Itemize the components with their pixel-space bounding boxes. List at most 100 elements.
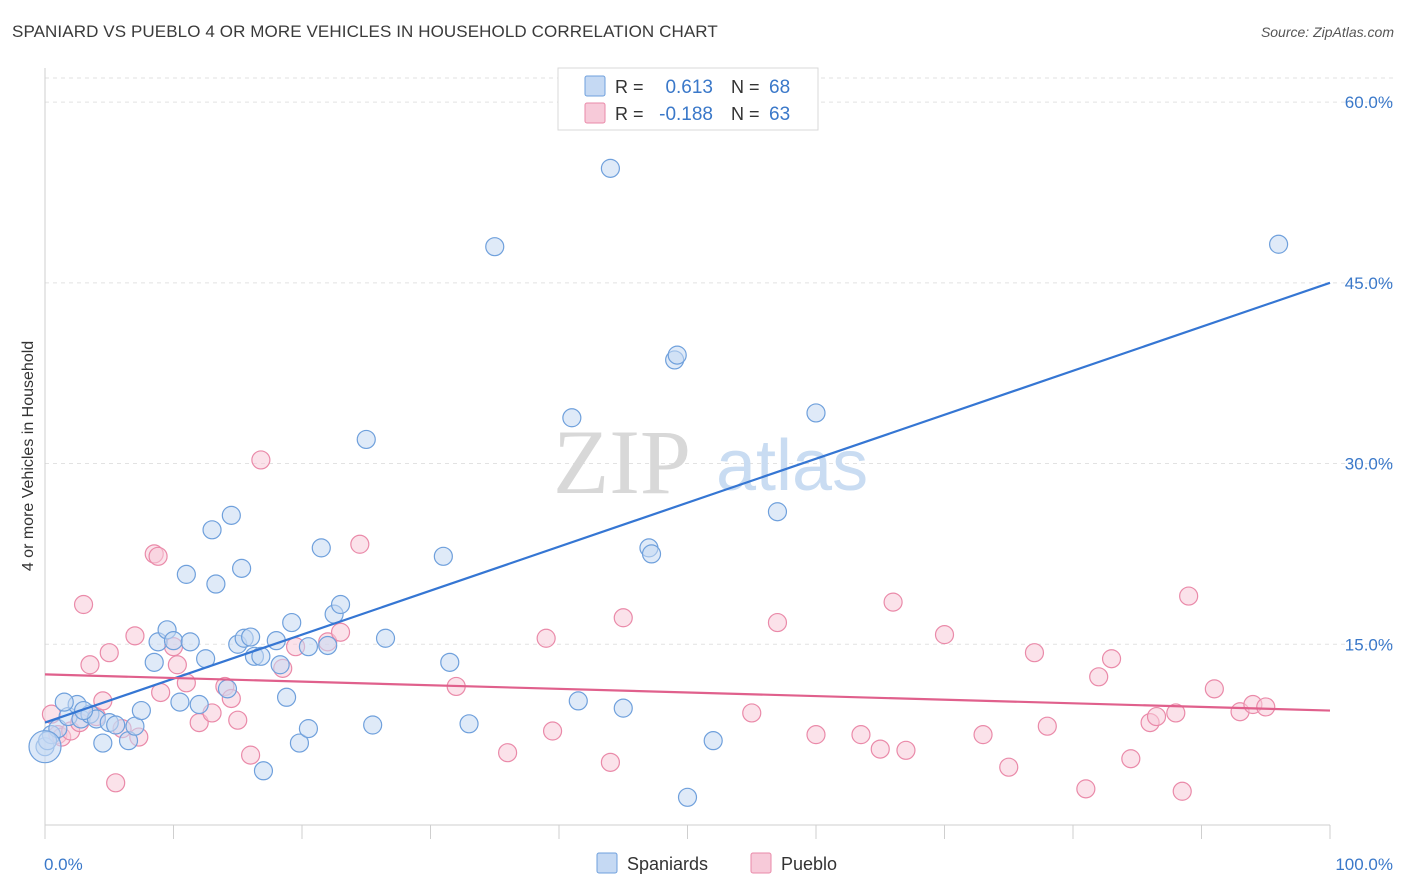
gridlines (45, 77, 1395, 645)
y-tick-label-45: 45.0% (1345, 274, 1393, 293)
spaniards-point (253, 761, 274, 781)
spaniards-point (163, 631, 184, 651)
pueblo-point (99, 643, 119, 663)
pueblo-point (1076, 779, 1096, 799)
legend-bottom: Spaniards Pueblo (596, 852, 837, 874)
spaniards-point (282, 612, 302, 633)
chart-title: SPANIARD VS PUEBLO 4 OR MORE VEHICLES IN… (12, 22, 718, 41)
pueblo-point (167, 655, 187, 675)
spaniards-point (568, 691, 588, 711)
pueblo-point (80, 655, 100, 675)
spaniards-point (641, 544, 662, 564)
pueblo-point (251, 450, 271, 470)
spaniards-point (93, 733, 113, 753)
pueblo-trend-line (44, 673, 1331, 712)
spaniards-point (54, 692, 74, 712)
axes (44, 68, 1331, 839)
trend-lines (44, 281, 1331, 724)
pueblo-point (973, 725, 993, 745)
spaniards-point (767, 502, 788, 522)
x-tick-label-min: 0.0% (44, 855, 83, 874)
spaniards-point-cluster (28, 730, 62, 764)
legend-bottom-swatch-pueblo (750, 852, 772, 874)
spaniards-point (298, 637, 319, 657)
legend-n-value-2: 63 (769, 104, 790, 125)
spaniards-point (806, 403, 826, 423)
pueblo-point (330, 622, 351, 642)
spaniards-point (485, 237, 505, 257)
pueblo-point (896, 740, 916, 760)
pueblo-point (767, 612, 788, 633)
pueblo-point (806, 725, 826, 745)
pueblo-point (498, 743, 518, 763)
spaniards-point (131, 700, 151, 721)
pueblo-point (73, 594, 94, 615)
spaniards-point (433, 546, 453, 566)
y-tick-label-60: 60.0% (1345, 93, 1393, 112)
y-tick-label-15: 15.0% (1345, 635, 1393, 654)
y-tick-labels: 15.0% 30.0% 45.0% 60.0% (1345, 93, 1393, 654)
spaniards-point (1268, 234, 1289, 254)
pueblo-point (1121, 749, 1141, 769)
spaniards-point (180, 632, 200, 652)
pueblo-point (851, 725, 871, 745)
spaniards-point (144, 652, 164, 672)
legend-n-label-1: N = (731, 77, 760, 97)
watermark: ZIP atlas (553, 411, 868, 513)
spaniards-point (206, 574, 226, 594)
spaniards-point (298, 719, 319, 739)
pueblo-point (1179, 586, 1199, 606)
spaniards-point (375, 628, 396, 648)
pueblo-point (1166, 703, 1186, 723)
spaniards-point (613, 698, 633, 718)
spaniards-point (270, 655, 290, 675)
pueblo-points (41, 450, 1276, 801)
pueblo-point (125, 626, 145, 646)
legend-top: R = 0.613 N = 68 R = -0.188 N = 63 (557, 67, 819, 131)
legend-bottom-swatch-spaniards (596, 852, 618, 874)
spaniards-point (703, 731, 723, 751)
pueblo-point (350, 534, 370, 554)
watermark-zip: ZIP (553, 411, 691, 513)
pueblo-point (148, 546, 168, 566)
pueblo-point (999, 757, 1019, 777)
pueblo-point (542, 721, 563, 741)
spaniards-point (600, 158, 621, 178)
legend-swatch-pueblo (584, 102, 606, 124)
spaniards-point (189, 694, 209, 715)
legend-r-value-1: 0.613 (665, 77, 713, 98)
spaniards-point (241, 627, 261, 647)
spaniards-point (459, 714, 479, 734)
spaniards-point (356, 429, 376, 450)
pueblo-point (613, 608, 633, 628)
spaniards-point (311, 538, 331, 558)
legend-r-label-2: R = (615, 104, 644, 124)
spaniards-point (176, 564, 196, 584)
legend-r-label-1: R = (615, 77, 644, 97)
pueblo-point (1256, 697, 1276, 717)
spaniards-point (106, 715, 126, 735)
spaniards-point (318, 635, 338, 656)
spaniards-point (221, 505, 241, 525)
legend-r-value-2: -0.188 (659, 104, 713, 125)
x-tick-label-max: 100.0% (1335, 855, 1393, 874)
pueblo-point (1172, 781, 1192, 801)
spaniards-point (170, 692, 190, 712)
spaniards-point (251, 646, 271, 666)
spaniards-point (677, 787, 698, 807)
pueblo-point (1024, 643, 1045, 663)
pueblo-point (742, 703, 762, 723)
spaniards-point (440, 652, 460, 672)
spaniards-point (330, 594, 351, 615)
legend-bottom-label-pueblo: Pueblo (781, 854, 837, 874)
spaniards-trend-line (44, 281, 1331, 724)
y-axis-title: 4 or more Vehicles in Household (20, 341, 37, 571)
y-tick-label-30: 30.0% (1345, 455, 1393, 474)
pueblo-point (870, 739, 890, 759)
source-label: Source: ZipAtlas.com (1260, 24, 1394, 40)
legend-bottom-label-spaniards: Spaniards (627, 854, 708, 874)
spaniards-point (289, 733, 310, 753)
pueblo-point (1101, 649, 1122, 669)
spaniards-point (363, 715, 383, 735)
